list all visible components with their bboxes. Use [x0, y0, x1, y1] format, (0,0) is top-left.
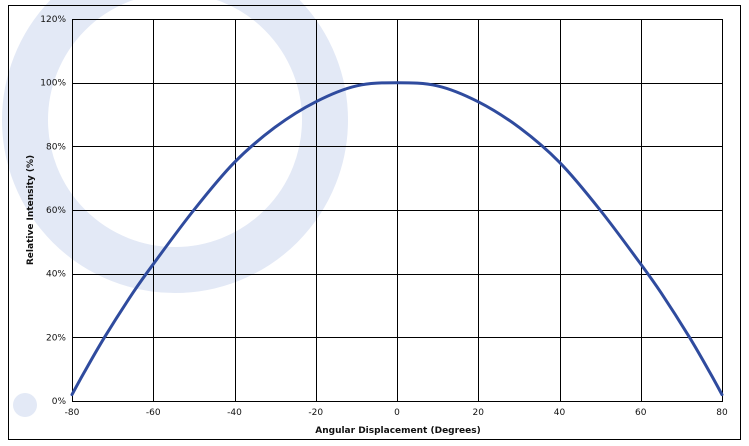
x-tick-label: -20: [308, 408, 323, 418]
grid: [72, 19, 723, 402]
watermark: [2, 0, 348, 417]
chart-outer-frame: [8, 5, 741, 440]
x-tick-label: 20: [473, 408, 485, 418]
y-tick-label: 120%: [40, 15, 66, 25]
y-tick-label: 40%: [46, 270, 66, 280]
y-axis-title: Relative Intensity (%): [26, 155, 36, 265]
tick-labels: -80 -60 -40 -20 0 20 40 60 80 0% 20% 40% 60% 80% 100% 1…: [40, 15, 728, 418]
y-tick-label: 80%: [46, 142, 66, 152]
x-tick-label: 0: [394, 408, 400, 418]
series-layer: [70, 81, 724, 397]
y-tick-label: 0%: [52, 397, 67, 407]
y-tick-label: 20%: [46, 333, 66, 343]
y-tick-label: 100%: [40, 79, 66, 89]
x-tick-label: 40: [554, 408, 566, 418]
series-line: [70, 81, 724, 397]
x-axis-title: Angular Displacement (Degrees): [315, 426, 480, 436]
x-tick-label: -60: [146, 408, 161, 418]
y-tick-label: 60%: [46, 206, 66, 216]
x-tick-label: 80: [716, 408, 728, 418]
x-tick-label: -80: [65, 408, 80, 418]
x-tick-label: 60: [635, 408, 647, 418]
x-tick-label: -40: [227, 408, 242, 418]
